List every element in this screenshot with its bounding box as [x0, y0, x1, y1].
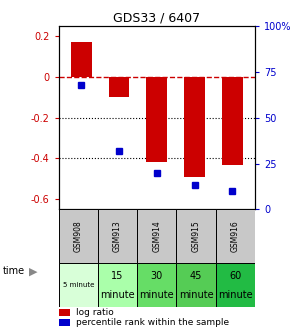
Text: 15: 15	[111, 271, 124, 281]
Bar	[98, 209, 137, 263]
Bar	[98, 263, 137, 307]
Text: GSM914: GSM914	[152, 220, 161, 252]
Bar	[176, 263, 216, 307]
Bar	[137, 209, 176, 263]
Text: 45: 45	[190, 271, 202, 281]
Text: log ratio: log ratio	[76, 308, 114, 318]
Bar	[59, 209, 98, 263]
Title: GDS33 / 6407: GDS33 / 6407	[113, 12, 200, 25]
Text: minute: minute	[100, 290, 135, 300]
Bar	[216, 263, 255, 307]
Bar	[216, 209, 255, 263]
Text: GSM913: GSM913	[113, 220, 122, 252]
Text: ▶: ▶	[29, 267, 38, 276]
Bar	[222, 77, 243, 164]
Text: minute: minute	[139, 290, 174, 300]
Text: GSM908: GSM908	[74, 220, 83, 252]
Bar	[59, 319, 70, 326]
Text: 5 minute: 5 minute	[62, 282, 94, 288]
Bar	[176, 209, 216, 263]
Text: minute: minute	[218, 290, 253, 300]
Text: 30: 30	[151, 271, 163, 281]
Text: minute: minute	[179, 290, 213, 300]
Bar	[71, 43, 92, 77]
Text: time: time	[3, 267, 25, 276]
Bar	[137, 263, 176, 307]
Bar	[59, 263, 98, 307]
Text: 60: 60	[229, 271, 241, 281]
Bar	[59, 309, 70, 316]
Text: GSM915: GSM915	[192, 220, 200, 252]
Text: percentile rank within the sample: percentile rank within the sample	[76, 318, 229, 327]
Bar	[109, 77, 130, 97]
Text: GSM916: GSM916	[231, 220, 240, 252]
Bar	[146, 77, 167, 163]
Bar	[184, 77, 205, 177]
